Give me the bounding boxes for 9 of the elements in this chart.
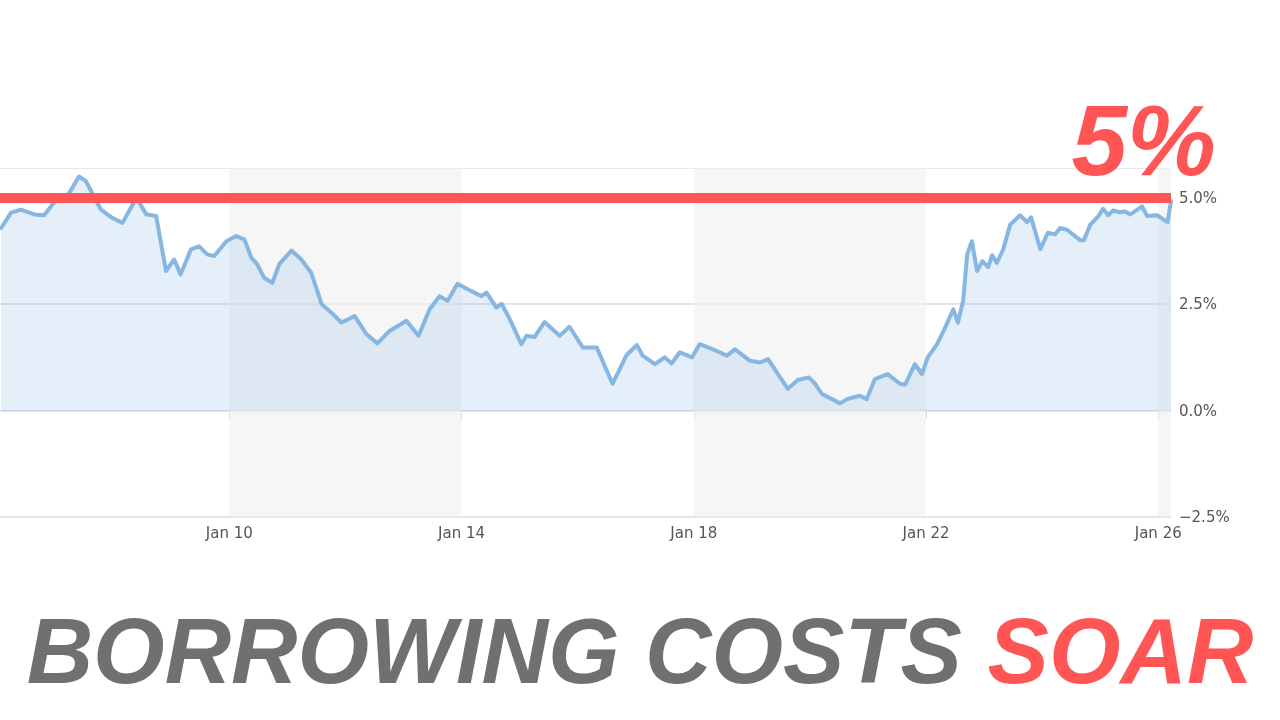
- x-tick-label: Jan 26: [1133, 523, 1182, 542]
- x-tick-label: Jan 18: [669, 523, 718, 542]
- y-tick-label: 0.0%: [1179, 401, 1218, 420]
- y-tick-label: 2.5%: [1179, 295, 1218, 314]
- text: BORROWING COSTS SOAR: [26, 600, 1254, 702]
- x-tick-label: Jan 14: [437, 523, 486, 542]
- x-tick-label: Jan 22: [901, 523, 950, 542]
- x-tick-label: Jan 10: [204, 523, 253, 542]
- y-tick-label: −2.5%: [1179, 508, 1230, 526]
